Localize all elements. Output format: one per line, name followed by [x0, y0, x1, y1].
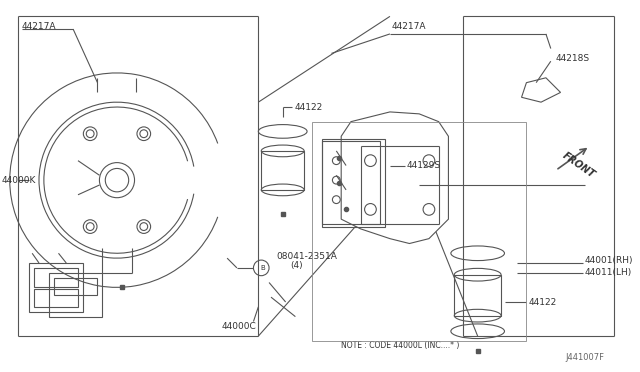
- Bar: [322, 139, 385, 227]
- Bar: [49, 273, 102, 317]
- Text: NOTE : CODE 44000L (INC....* ): NOTE : CODE 44000L (INC....* ): [341, 341, 460, 350]
- Bar: [312, 122, 527, 341]
- Polygon shape: [522, 78, 561, 102]
- Bar: [34, 289, 78, 307]
- Text: FRONT: FRONT: [561, 151, 596, 180]
- Bar: [29, 263, 83, 312]
- Text: 44011(LH): 44011(LH): [585, 268, 632, 277]
- Text: J441007F: J441007F: [565, 353, 604, 362]
- Text: (4): (4): [291, 262, 303, 270]
- Text: 44000C: 44000C: [221, 322, 256, 331]
- Text: 44217A: 44217A: [22, 22, 56, 31]
- Text: 44122: 44122: [294, 103, 323, 112]
- Text: 44000K: 44000K: [2, 176, 36, 185]
- Bar: [322, 141, 380, 224]
- Text: 44218S: 44218S: [556, 54, 590, 63]
- Text: 44217A: 44217A: [392, 22, 426, 31]
- Bar: [54, 278, 97, 295]
- Text: B: B: [261, 265, 266, 271]
- Text: 44122: 44122: [529, 298, 557, 307]
- Bar: [261, 151, 304, 190]
- Text: 08041-2351A: 08041-2351A: [276, 252, 337, 261]
- Text: 44001(RH): 44001(RH): [585, 256, 634, 264]
- Bar: [454, 275, 501, 316]
- Text: 44129S: 44129S: [406, 161, 440, 170]
- Bar: [34, 268, 78, 288]
- Polygon shape: [341, 112, 449, 244]
